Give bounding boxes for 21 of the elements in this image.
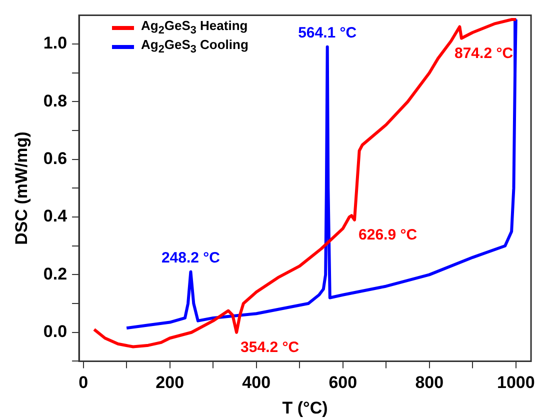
annotation: 626.9 °C xyxy=(358,226,418,244)
y-tick-label: 0.6 xyxy=(43,149,68,168)
annotation: 248.2 °C xyxy=(161,249,220,266)
text: 1.0 xyxy=(43,34,68,53)
legend-label: Ag$_{2}$GeS$_{3}$ Cooling xyxy=(141,37,248,56)
x-tick-label: 600 xyxy=(328,373,358,392)
y-tick-label: 0.4 xyxy=(43,206,68,226)
x-axis-title: T (°C) xyxy=(282,398,328,418)
y-tick-label: 0.2 xyxy=(43,264,68,284)
y-tick-label: 0.8 xyxy=(43,91,68,110)
x-tick-label: 200 xyxy=(156,373,184,392)
text: 0.0 xyxy=(43,322,68,342)
legend-label: Ag$_{2}$GeS$_{3}$ Heating xyxy=(141,18,248,37)
y-axis-title: DSC (mW/mg) xyxy=(12,132,31,245)
x-tick-label: 400 xyxy=(242,373,271,392)
x-tick-label: 1000 xyxy=(496,373,535,392)
annotation: 354.2 °C xyxy=(240,339,300,356)
x-tick-label: 800 xyxy=(415,373,444,392)
annotation: 564.1 °C xyxy=(298,24,357,42)
x-tick-label: 0 xyxy=(78,373,88,392)
annotation: 874.2 °C xyxy=(454,44,514,62)
